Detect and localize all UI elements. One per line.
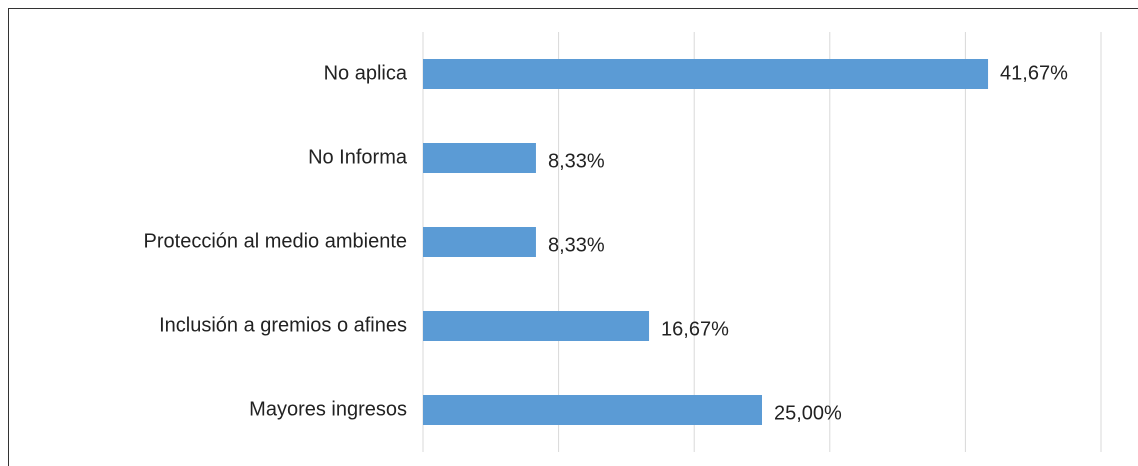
chart-border — [8, 8, 1138, 466]
data-label: 8,33% — [548, 150, 605, 172]
bar — [423, 227, 536, 257]
y-tick-label: No aplica — [324, 62, 408, 84]
data-label: 16,67% — [661, 318, 729, 340]
data-label: 8,33% — [548, 234, 605, 256]
data-label: 25,00% — [774, 402, 842, 424]
bar — [423, 59, 989, 89]
bar — [423, 143, 536, 173]
bar — [423, 395, 762, 425]
y-tick-label: Protección al medio ambiente — [144, 230, 407, 252]
data-label: 41,67% — [1000, 62, 1068, 84]
y-tick-label: Mayores ingresos — [249, 398, 407, 420]
y-tick-label: No Informa — [308, 146, 408, 168]
y-tick-label: Inclusión a gremios o afines — [159, 314, 407, 336]
bar — [423, 311, 650, 341]
